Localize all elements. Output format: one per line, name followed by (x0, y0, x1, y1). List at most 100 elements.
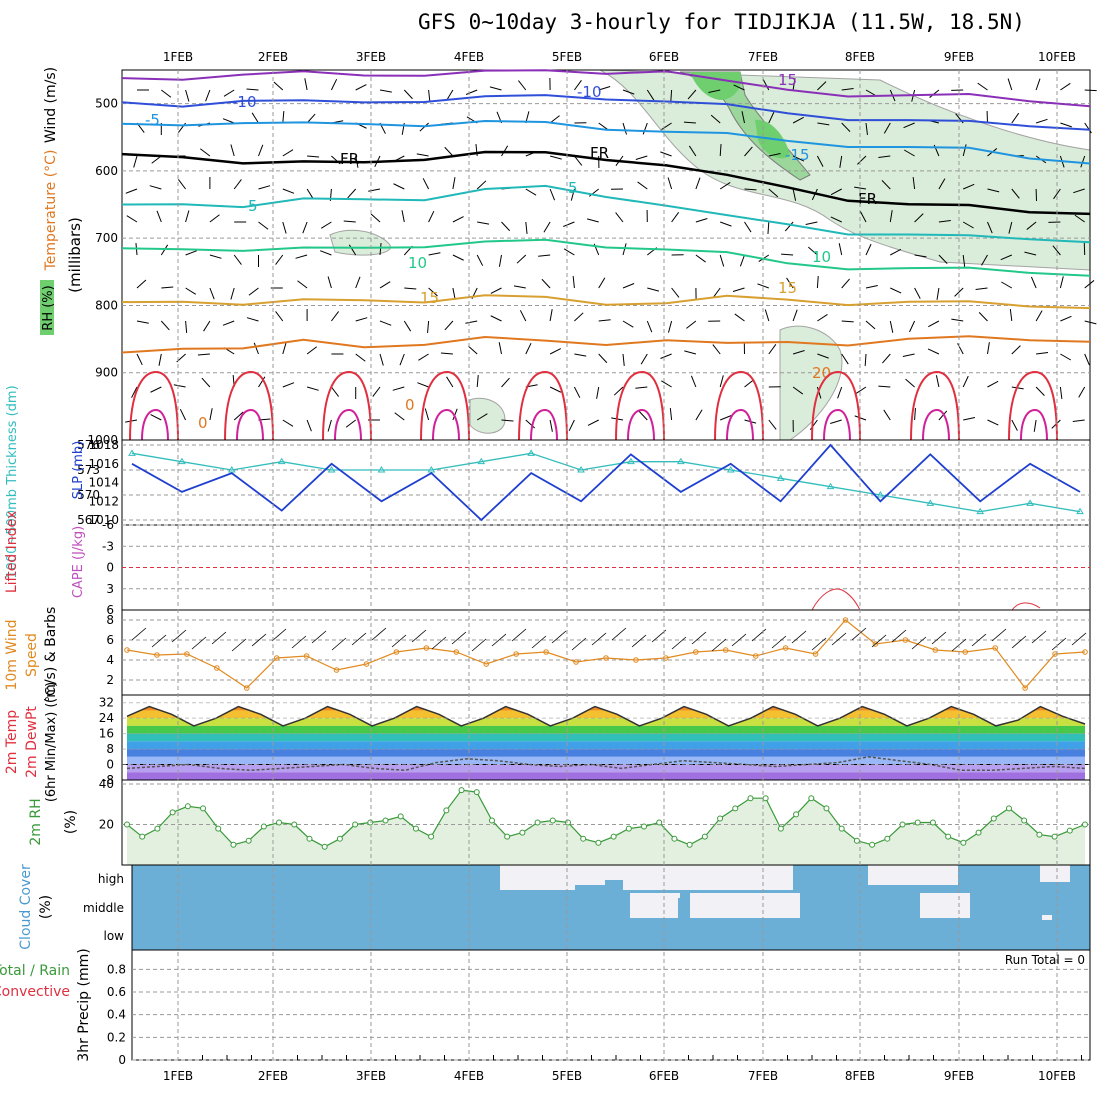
rh-label: RH (%) (41, 285, 56, 330)
wind-barb (476, 180, 487, 190)
wind-barb (719, 182, 731, 190)
cloud-cell (600, 865, 625, 880)
slp-tick-label: 1012 (88, 494, 119, 508)
rh2m-marker (838, 825, 845, 832)
wind-barb (1080, 155, 1086, 168)
wind10m-tick-label: 2 (106, 673, 114, 687)
wind-barb (792, 78, 796, 91)
surface-contour-magenta (236, 408, 264, 441)
date-label-top: 9FEB (944, 50, 974, 64)
wind-barb (671, 211, 680, 223)
cloud-cell (1042, 915, 1052, 920)
wind-barb (613, 386, 624, 396)
wind10m-marker (1022, 685, 1028, 691)
wind-barb (854, 415, 867, 421)
wind-barb (549, 386, 562, 393)
wind-barb (160, 320, 170, 331)
contour-label: -10 (232, 93, 257, 111)
li-tick-label: 6 (106, 603, 114, 617)
wind-barb (903, 122, 915, 129)
thickness-tick-label: 576 (77, 438, 100, 452)
wind-barb (1078, 386, 1086, 398)
wind-barb (327, 419, 332, 432)
wind-barb (223, 89, 235, 97)
wind-barb (596, 386, 600, 399)
cloud-cell (668, 893, 678, 918)
wind-barb (203, 320, 211, 332)
rh2m-marker (382, 817, 389, 824)
precip-convective-label: Convective (0, 984, 70, 1000)
slp-panel-frame (121, 439, 1091, 526)
temperature-contour--5 (121, 119, 1091, 165)
wind10m-barb (991, 628, 1007, 642)
wind-barb (230, 144, 235, 157)
rh2m-marker (671, 835, 678, 842)
thickness-marker (1026, 499, 1034, 506)
wind-barb (669, 408, 673, 421)
surface-contour-magenta (627, 408, 655, 441)
wind-barb (837, 386, 843, 399)
date-label-bottom: 5FEB (552, 1069, 582, 1083)
wind-barb (816, 386, 822, 399)
rh-shading-1 (329, 229, 391, 256)
rh2m-marker (641, 823, 648, 830)
cloud-cell (898, 865, 933, 875)
wind10m-barb (451, 631, 467, 645)
wind-barb (757, 283, 769, 289)
thickness-marker (277, 457, 286, 465)
thickness-marker (178, 457, 186, 465)
wind-barb (951, 318, 964, 322)
rh2m-marker (732, 805, 739, 812)
wind-barb (784, 221, 794, 232)
temperature-contour-10 (121, 238, 1091, 277)
wind10m-barb (231, 638, 247, 652)
wind-barb (327, 276, 332, 289)
surface-contour-magenta (334, 408, 362, 441)
wind-barb (741, 111, 745, 124)
wind-barb (1035, 386, 1045, 396)
contour-label: 15 (778, 71, 797, 89)
wind-barb (615, 212, 624, 223)
date-label-bottom: 4FEB (454, 1069, 484, 1083)
wind-barb (1059, 386, 1063, 399)
wind-barb (541, 278, 551, 289)
date-grid: 1FEB 1FEB 2FEB 2FEB 3FEB 3FEB 4FEB 4FEB 5FEB 5FEB… (163, 50, 1082, 1083)
thickness-marker (227, 466, 236, 473)
wind-barb (476, 375, 479, 388)
wind-barb (710, 114, 721, 124)
wind10m-marker (214, 665, 220, 671)
slp-tick-label: 1016 (88, 457, 119, 471)
wind10m-barb (1011, 635, 1027, 649)
rh2m-marker (595, 839, 602, 846)
wind-barb (125, 188, 138, 194)
wind-barb (465, 320, 478, 324)
wind-barb (248, 287, 259, 296)
pressure-axis-label: (millibars) (66, 217, 84, 293)
wind-barb (635, 155, 648, 160)
wind-barb (306, 113, 316, 124)
wind-barb (935, 375, 940, 388)
wind-barb (563, 221, 575, 227)
wind-barb (490, 287, 502, 294)
wind-barb (253, 342, 259, 355)
thickness-marker (527, 449, 536, 456)
rh2m-marker (899, 821, 906, 828)
wind-barb (549, 155, 562, 160)
wind-barb (734, 313, 745, 322)
rh2m-marker (230, 841, 237, 848)
wind-barb (549, 115, 560, 124)
rh2m-marker (929, 819, 936, 826)
date-label-top: 7FEB (748, 50, 778, 64)
wind-barb (403, 89, 413, 100)
wind-barb (149, 185, 162, 190)
wind10m-barb (831, 632, 847, 646)
lifted-index-label: Lifted Index (4, 511, 20, 593)
wind10m-barb (131, 627, 147, 641)
wind-barb (764, 309, 770, 322)
wind-barb (841, 122, 851, 132)
wind-barb (275, 311, 284, 322)
wind-barb (622, 243, 627, 256)
wind-barb (962, 221, 974, 229)
wind-barb (549, 309, 553, 322)
rh-color-swatch (40, 280, 54, 335)
